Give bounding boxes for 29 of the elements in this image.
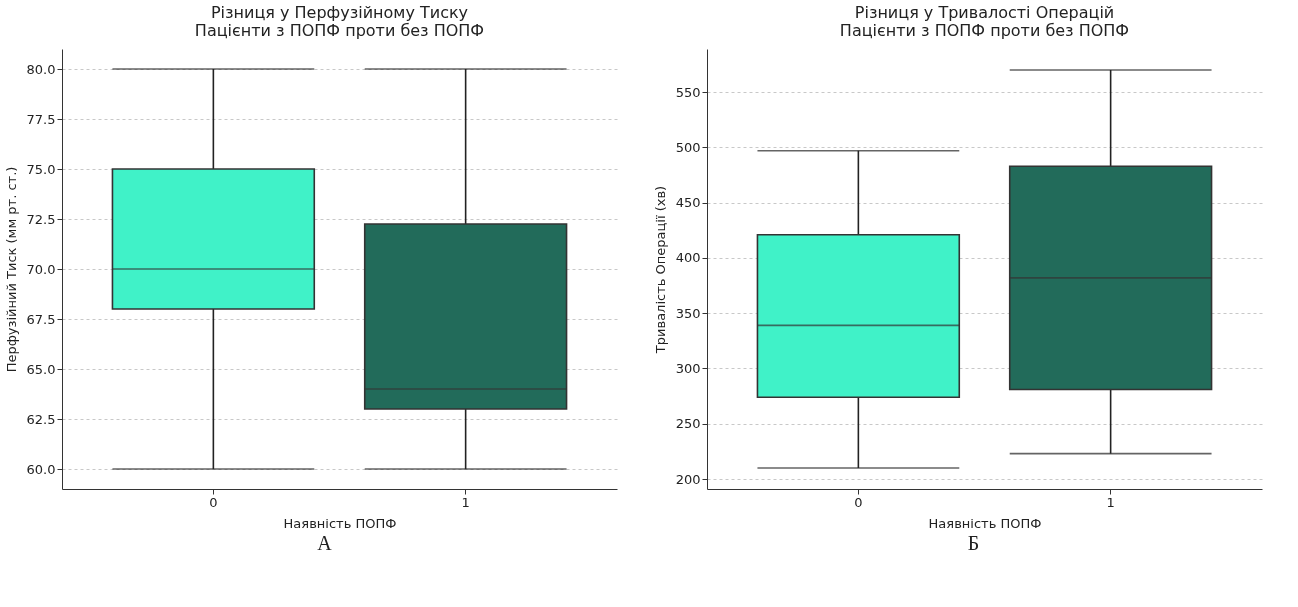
y-tick-label: 450 [675,195,701,211]
y-tick-label: 65.0 [26,361,56,377]
y-tick-label: 75.0 [26,161,56,177]
y-axis-title: Перфузійний Тиск (мм рт. ст.) [3,166,19,373]
x-tick-label: 1 [1106,494,1115,510]
chart-title: Різниця у Перфузійному Тиску Пацієнти з ПОПФ проти без ПОПФ [194,3,485,40]
y-tick-label: 67.5 [26,311,56,327]
y-tick-label: 400 [675,250,701,266]
y-tick-label: 550 [675,84,701,100]
y-tick-label: 62.5 [26,411,56,427]
x-axis-title: Наявність ПОПФ [928,515,1042,531]
x-tick-label: 1 [461,494,470,510]
y-tick-label: 70.0 [26,261,56,277]
y-tick-label: 60.0 [26,461,56,477]
chart-title: Різниця у Тривалості Операцій Пацієнти з ПОПФ проти без ПОПФ [839,3,1130,40]
y-axis-title: Тривалість Операції (хв) [652,185,668,355]
y-tick-label: 77.5 [26,111,56,127]
y-tick-label: 250 [675,416,701,432]
x-tick-label: 0 [209,494,218,510]
y-tick-label: 300 [675,361,701,376]
y-tick-label: 350 [675,305,701,321]
x-tick-label: 0 [854,494,863,510]
y-tick-label: 72.5 [26,211,56,227]
x-axis-title: Наявність ПОПФ [283,515,397,531]
y-tick-label: 500 [675,139,701,155]
y-tick-label: 80.0 [26,61,56,77]
text: Б [966,532,981,555]
text: А [316,532,333,555]
y-tick-label: 200 [675,471,701,487]
